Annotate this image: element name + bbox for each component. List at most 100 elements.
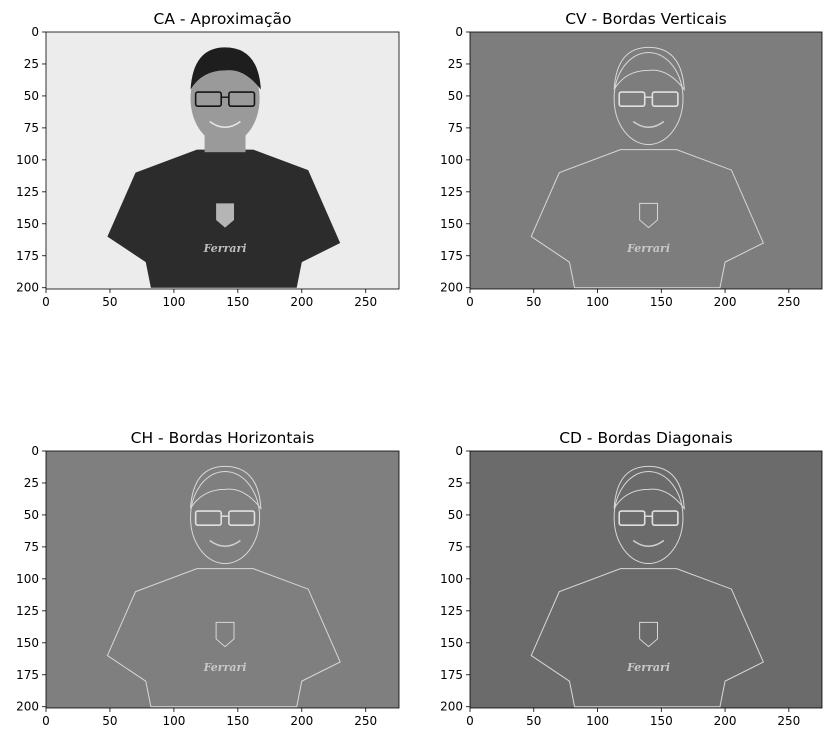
face-shape xyxy=(190,52,260,145)
y-tick-label: 75 xyxy=(448,540,463,554)
glasses-right-lens xyxy=(651,91,679,107)
face-shape xyxy=(613,51,684,146)
badge-shape xyxy=(216,203,235,228)
axes-frame xyxy=(469,450,823,709)
shirt-logo-text: Ferrari xyxy=(203,242,247,255)
smile-shape xyxy=(209,120,241,129)
x-tick-label: 0 xyxy=(466,714,474,728)
y-tick-label: 25 xyxy=(448,476,463,490)
shirt-logo-text: Ferrari xyxy=(626,242,670,255)
axes-frame xyxy=(469,31,823,290)
x-tick-label: 200 xyxy=(290,714,313,728)
y-tick-label: 25 xyxy=(448,57,463,71)
y-tick-label: 0 xyxy=(455,25,463,39)
y-tick-label: 150 xyxy=(16,217,39,231)
y-tick-label: 100 xyxy=(16,153,39,167)
y-tick-label: 75 xyxy=(24,540,39,554)
x-tick-label: 250 xyxy=(354,714,377,728)
glasses-left-lens xyxy=(194,91,223,107)
x-tick-label: 250 xyxy=(354,295,377,309)
x-tick-label: 0 xyxy=(42,714,50,728)
y-tick-label: 200 xyxy=(440,700,463,714)
y-tick-label: 150 xyxy=(16,636,39,650)
y-tick-label: 175 xyxy=(440,249,463,263)
y-tick-label: 25 xyxy=(24,57,39,71)
hair-shape xyxy=(613,46,685,92)
panel-title: CA - Aproximação xyxy=(154,10,292,28)
y-tick-label: 125 xyxy=(440,185,463,199)
image-background xyxy=(470,32,822,289)
y-tick-label: 25 xyxy=(24,476,39,490)
y-tick-label: 0 xyxy=(455,444,463,458)
y-tick-label: 50 xyxy=(448,89,463,103)
hair-shape xyxy=(190,465,262,511)
y-tick-label: 200 xyxy=(440,281,463,295)
shirt-shape xyxy=(106,568,341,708)
x-tick-label: 150 xyxy=(650,714,673,728)
y-tick-label: 50 xyxy=(448,508,463,522)
image-background xyxy=(470,451,822,708)
y-tick-label: 50 xyxy=(24,89,39,103)
panel-title: CD - Bordas Diagonais xyxy=(559,429,733,447)
panel-4: CD - Bordas Diagonais Ferrari 0 50 100 150 200… xyxy=(440,429,823,728)
face-shape xyxy=(613,470,684,565)
x-tick-label: 150 xyxy=(226,295,249,309)
x-tick-label: 250 xyxy=(777,295,800,309)
panel-title: CH - Bordas Horizontais xyxy=(131,429,315,447)
glasses-right-lens xyxy=(651,510,679,526)
glasses-right-lens xyxy=(228,91,256,107)
y-tick-label: 0 xyxy=(31,25,39,39)
y-tick-label: 175 xyxy=(16,668,39,682)
glasses-left-lens xyxy=(618,510,646,526)
x-tick-label: 100 xyxy=(586,295,609,309)
x-tick-label: 150 xyxy=(650,295,673,309)
panel-3: CH - Bordas Horizontais Ferrari 0 50 100 150 2… xyxy=(16,429,400,728)
axes-frame xyxy=(45,450,400,709)
x-tick-label: 100 xyxy=(162,295,185,309)
shirt-shape xyxy=(530,568,764,708)
panel-title: CV - Bordas Verticais xyxy=(565,10,727,28)
badge-shape xyxy=(639,202,658,229)
y-tick-label: 100 xyxy=(440,572,463,586)
y-tick-label: 200 xyxy=(16,281,39,295)
badge-shape xyxy=(639,621,658,648)
image-area: Ferrari xyxy=(46,451,399,708)
glasses-left-lens xyxy=(618,91,646,107)
shirt-shape xyxy=(530,149,764,289)
y-tick-label: 100 xyxy=(16,572,39,586)
x-tick-label: 50 xyxy=(102,295,117,309)
image-background xyxy=(46,451,399,708)
y-tick-label: 125 xyxy=(16,185,39,199)
glasses-left-lens xyxy=(194,510,223,526)
x-tick-label: 100 xyxy=(586,714,609,728)
x-tick-label: 250 xyxy=(777,714,800,728)
y-tick-label: 200 xyxy=(16,700,39,714)
y-tick-label: 100 xyxy=(440,153,463,167)
x-tick-label: 50 xyxy=(526,295,541,309)
smile-shape xyxy=(209,539,241,548)
x-tick-label: 200 xyxy=(714,295,737,309)
x-tick-label: 200 xyxy=(714,714,737,728)
shirt-logo-text: Ferrari xyxy=(203,661,247,674)
panel-2: CV - Bordas Verticais Ferrari 0 50 100 150 200… xyxy=(440,10,823,309)
y-tick-label: 150 xyxy=(440,217,463,231)
image-area: Ferrari xyxy=(470,451,822,708)
y-tick-label: 175 xyxy=(440,668,463,682)
smile-shape xyxy=(632,120,665,129)
smile-shape xyxy=(632,539,665,548)
image-area: Ferrari xyxy=(46,32,399,289)
image-area: Ferrari xyxy=(470,32,822,289)
x-tick-label: 150 xyxy=(226,714,249,728)
x-tick-label: 0 xyxy=(42,295,50,309)
x-tick-label: 100 xyxy=(162,714,185,728)
x-tick-label: 0 xyxy=(466,295,474,309)
y-tick-label: 150 xyxy=(440,636,463,650)
y-tick-label: 125 xyxy=(16,604,39,618)
shirt-logo-text: Ferrari xyxy=(626,661,670,674)
badge-shape xyxy=(215,621,235,648)
y-tick-label: 125 xyxy=(440,604,463,618)
x-tick-label: 200 xyxy=(290,295,313,309)
axes-frame xyxy=(45,31,400,290)
